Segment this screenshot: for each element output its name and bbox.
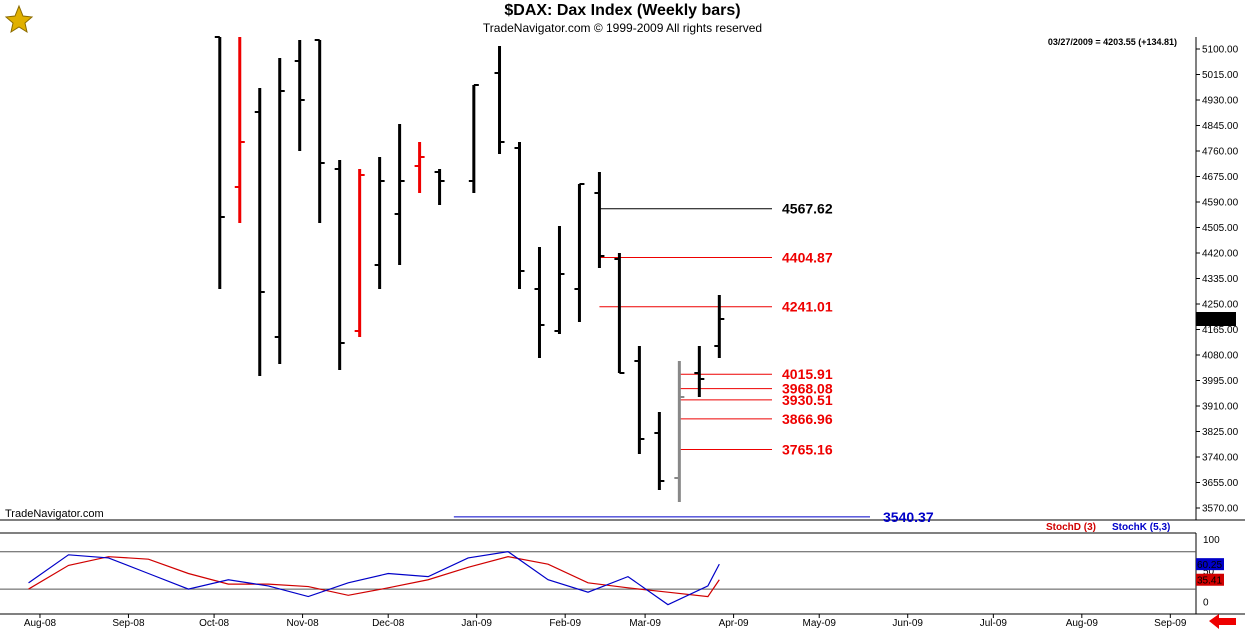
price-tick-label: 4505.00 (1202, 223, 1239, 234)
chart-title: $DAX: Dax Index (Weekly bars) (504, 2, 741, 19)
time-tick-label: Oct-08 (199, 618, 229, 629)
price-tick-label: 4930.00 (1202, 96, 1239, 107)
time-tick-label: Mar-09 (629, 618, 661, 629)
stoch-series-line (28, 556, 720, 598)
price-tick-label: 5015.00 (1202, 70, 1239, 81)
price-tick-label: 4590.00 (1202, 198, 1239, 209)
last-bar-readout: 03/27/2009 = 4203.55 (+134.81) (1047, 37, 1177, 47)
price-tick-label: 4165.00 (1202, 325, 1239, 336)
last-price-label: 4203.55 (1198, 315, 1235, 326)
ohlc-bar (574, 183, 585, 322)
ohlc-bar (534, 247, 545, 358)
price-tick-label: 4420.00 (1202, 249, 1239, 260)
ohlc-bar (614, 253, 625, 374)
scroll-right-arrow-icon[interactable] (1209, 614, 1236, 629)
level-label: 3765.16 (782, 441, 833, 457)
level-label: 4404.87 (782, 250, 833, 266)
ohlc-bar (334, 160, 345, 370)
price-tick-label: 3995.00 (1202, 376, 1239, 387)
stoch-series-line (28, 551, 720, 606)
ohlc-bar (434, 169, 445, 205)
time-tick-label: Jun-09 (892, 618, 923, 629)
level-label: 3540.37 (883, 509, 934, 525)
time-tick-label: Dec-08 (372, 618, 405, 629)
level-label: 4241.01 (782, 299, 833, 315)
level-label: 4567.62 (782, 201, 833, 217)
stoch-value-tag (1196, 558, 1224, 571)
time-axis: Aug-08 Sep-08 Oct-08 Nov-08 Dec-08 Jan-09 Feb-… (24, 614, 1187, 629)
price-tick-label: 4845.00 (1202, 121, 1239, 132)
ohlc-bar (294, 40, 305, 151)
stoch-value-label: 60.25 (1197, 560, 1222, 571)
stoch-value-tag (1196, 573, 1224, 586)
ohlc-bar (494, 46, 505, 154)
fib-levels: 4567.62 4404.87 4241.01 4015.913968.083930.… (453, 201, 934, 525)
stoch-panel: 100 50 0 35.41 60.25 (0, 535, 1224, 609)
price-bars (214, 36, 725, 502)
ohlc-bar (394, 124, 405, 265)
ohlc-bar (674, 361, 685, 502)
ohlc-bar (594, 172, 605, 268)
price-tick-label: 4760.00 (1202, 147, 1239, 158)
ohlc-bar (254, 88, 265, 376)
price-tick-label: 3570.00 (1202, 504, 1239, 515)
level-label: 4015.91 (782, 366, 833, 382)
stoch-tick-label: 50 (1203, 566, 1215, 577)
price-tick-label: 3825.00 (1202, 427, 1239, 438)
time-tick-label: Aug-09 (1066, 618, 1099, 629)
legend-stochk: StochK (5,3) (1112, 522, 1171, 533)
time-tick-label: Feb-09 (549, 618, 581, 629)
time-tick-label: Nov-08 (286, 618, 319, 629)
legend-stochd: StochD (3) (1046, 522, 1096, 533)
ohlc-bar (414, 142, 425, 193)
price-tick-label: 3740.00 (1202, 453, 1239, 464)
ohlc-bar (468, 84, 479, 193)
price-axis: 5100.00 5015.00 4930.00 4845.00 4760.00 4675.… (1196, 45, 1239, 515)
ohlc-bar (514, 142, 525, 289)
time-tick-label: Sep-08 (112, 618, 145, 629)
price-tick-label: 4080.00 (1202, 351, 1239, 362)
ohlc-bar (694, 346, 705, 397)
ohlc-bar (374, 157, 385, 289)
ohlc-bar (554, 226, 565, 334)
ohlc-bar (634, 346, 645, 454)
stoch-tick-label: 0 (1203, 598, 1209, 609)
price-tick-label: 4675.00 (1202, 172, 1239, 183)
price-tick-label: 3910.00 (1202, 402, 1239, 413)
time-tick-label: Apr-09 (719, 618, 749, 629)
ohlc-bar (214, 36, 225, 289)
ohlc-bar (714, 295, 725, 358)
price-tick-label: 5100.00 (1202, 45, 1239, 56)
copyright-text: TradeNavigator.com © 1999-2009 All right… (482, 21, 763, 35)
level-label: 3930.51 (782, 392, 833, 408)
watermark-text: TradeNavigator.com (5, 508, 104, 520)
time-tick-label: Sep-09 (1154, 618, 1187, 629)
price-tick-label: 3655.00 (1202, 478, 1239, 489)
time-tick-label: Jan-09 (461, 618, 492, 629)
ohlc-bar (654, 412, 665, 490)
time-tick-label: Aug-08 (24, 618, 57, 629)
time-tick-label: Jul-09 (980, 618, 1008, 629)
level-label: 3968.08 (782, 381, 833, 397)
price-tick-label: 4335.00 (1202, 274, 1239, 285)
stoch-value-label: 35.41 (1197, 576, 1222, 587)
tradenavigator-logo-icon (4, 4, 34, 34)
ohlc-bar (314, 39, 325, 223)
last-price-tag (1196, 312, 1236, 326)
price-tick-label: 4250.00 (1202, 300, 1239, 311)
ohlc-bar (274, 58, 285, 364)
time-tick-label: May-09 (803, 618, 837, 629)
stoch-tick-label: 100 (1203, 535, 1220, 546)
ohlc-bar (234, 37, 245, 223)
ohlc-bar (354, 169, 365, 337)
level-label: 3866.96 (782, 411, 833, 427)
